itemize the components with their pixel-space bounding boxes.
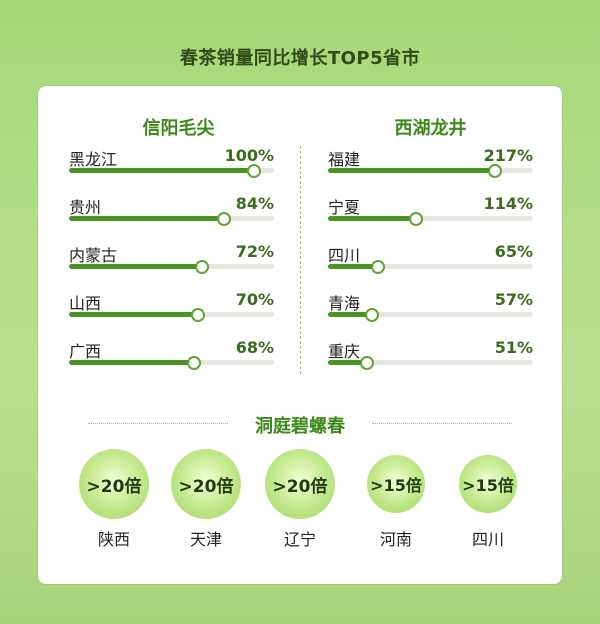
xinyang-bar-track <box>69 308 274 322</box>
biluochun-bubble: >15倍 <box>367 455 425 513</box>
xihu-value-label: 114% <box>483 194 533 213</box>
xihu-bar-track <box>328 260 533 274</box>
xinyang-category-label: 黑龙江 <box>69 150 118 169</box>
page-title: 春茶销量同比增长TOP5省市 <box>179 48 421 69</box>
xihu-row: 青海 57% <box>328 290 533 322</box>
xihu-bar <box>328 168 495 173</box>
xihu-bar-track <box>328 212 533 226</box>
xinyang-bar <box>69 168 254 173</box>
xinyang-bar <box>69 264 202 269</box>
xinyang-bar-track <box>69 260 274 274</box>
xihu-row: 宁夏 114% <box>328 194 533 226</box>
biluochun-category-label: 天津 <box>189 530 222 549</box>
xinyang-value-label: 68% <box>235 338 274 357</box>
column-divider <box>300 146 301 374</box>
xihu-bar-track <box>328 308 533 322</box>
xinyang-bar-knob <box>216 212 231 226</box>
xinyang-bar-track <box>69 356 274 370</box>
xinyang-category-label: 山西 <box>69 294 102 313</box>
chart-title-xihu: 西湖龙井 <box>394 118 467 139</box>
xihu-value-label: 57% <box>494 290 533 309</box>
xinyang-category-label: 广西 <box>69 342 102 361</box>
xinyang-bar <box>69 216 224 221</box>
biluochun-bubble: >15倍 <box>459 455 517 513</box>
xihu-bar-track <box>328 356 533 370</box>
xihu-bar-knob <box>364 308 379 322</box>
xinyang-category-label: 贵州 <box>69 198 102 217</box>
xihu-category-label: 四川 <box>328 246 361 265</box>
xihu-bar <box>328 312 372 317</box>
xinyang-bar <box>69 312 199 317</box>
xihu-category-label: 重庆 <box>328 342 361 361</box>
xinyang-row: 内蒙古 72% <box>69 242 274 274</box>
dotted-line-left <box>88 423 228 424</box>
dotted-line-right <box>372 423 512 424</box>
xihu-bar-track <box>328 164 533 178</box>
xinyang-row: 山西 70% <box>69 290 274 322</box>
xinyang-row: 贵州 84% <box>69 194 274 226</box>
xinyang-bar-track <box>69 212 274 226</box>
xinyang-category-label: 内蒙古 <box>69 246 118 265</box>
xinyang-bar-track <box>69 164 274 178</box>
xihu-bar-knob <box>360 356 375 370</box>
xinyang-bar <box>69 360 195 365</box>
xihu-row: 四川 65% <box>328 242 533 274</box>
xihu-row: 福建 217% <box>328 146 533 178</box>
xinyang-value-label: 70% <box>235 290 274 309</box>
xihu-value-label: 65% <box>494 242 533 261</box>
biluochun-bubble: >20倍 <box>79 449 149 519</box>
xinyang-value-label: 72% <box>235 242 274 261</box>
xinyang-value-label: 84% <box>235 194 274 213</box>
chart-card: 信阳毛尖 西湖龙井 黑龙江 100% 贵州 84% 内蒙古 72% 山西 70% 广西 68% 福… <box>38 86 562 584</box>
xihu-value-label: 51% <box>494 338 533 357</box>
chart-title-xinyang: 信阳毛尖 <box>142 118 215 139</box>
xihu-category-label: 福建 <box>328 150 361 169</box>
biluochun-category-label: 辽宁 <box>283 530 316 549</box>
xihu-bar-knob <box>408 212 423 226</box>
biluochun-bubble: >20倍 <box>265 449 335 519</box>
xihu-bar <box>328 216 416 221</box>
xihu-row: 重庆 51% <box>328 338 533 370</box>
xihu-bar-knob <box>487 164 502 178</box>
xihu-bar <box>328 360 368 365</box>
xinyang-row: 广西 68% <box>69 338 274 370</box>
biluochun-category-label: 陕西 <box>97 530 130 549</box>
chart-title-biluochun: 洞庭碧螺春 <box>255 416 345 437</box>
xinyang-value-label: 100% <box>224 146 274 165</box>
xihu-category-label: 青海 <box>328 294 361 313</box>
biluochun-category-label: 河南 <box>379 530 412 549</box>
xihu-bar-knob <box>370 260 385 274</box>
xinyang-bar-knob <box>191 308 206 322</box>
biluochun-category-label: 四川 <box>471 530 504 549</box>
xihu-value-label: 217% <box>483 146 533 165</box>
xinyang-bar-knob <box>246 164 261 178</box>
xihu-bar <box>328 264 378 269</box>
biluochun-bubble: >20倍 <box>171 449 241 519</box>
xinyang-row: 黑龙江 100% <box>69 146 274 178</box>
biluochun-header: 洞庭碧螺春 <box>88 412 512 437</box>
xinyang-bar-knob <box>194 260 209 274</box>
xinyang-bar-knob <box>187 356 202 370</box>
xihu-category-label: 宁夏 <box>328 198 361 217</box>
